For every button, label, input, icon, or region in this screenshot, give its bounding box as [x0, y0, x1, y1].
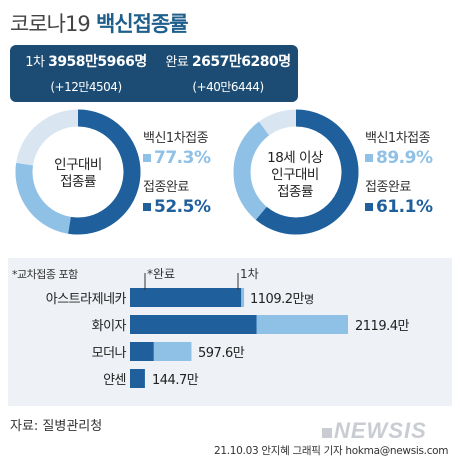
full-dose-swatch [143, 203, 151, 211]
summary-first-value: 3958만5966명 [48, 54, 147, 70]
bar-value-unit: 명 [303, 293, 314, 306]
title-prefix: 코로나19 [10, 12, 91, 36]
summary-first-dose: 1차 3958만5966명 (+12만4504) [16, 51, 156, 95]
first-dose-swatch [143, 154, 151, 162]
bar-value-pfizer: 2119.4만 [355, 319, 409, 334]
donut-adult-full-label: 접종완료 [365, 180, 411, 195]
first-dose-swatch [365, 154, 373, 162]
summary-box: 1차 3958만5966명 (+12만4504) 완료 2657만6280명 (… [10, 45, 298, 102]
donut-total-first-value: 77.3% [154, 148, 211, 168]
donut-adult-center-label: 18세 이상 인구대비 접종률 [255, 150, 335, 201]
source-text: 자료: 질병관리청 [10, 419, 103, 434]
summary-full-dose: 완료 2657만6280명 (+40만6444) [160, 51, 296, 95]
watermark-text: NEWSIS [334, 418, 427, 443]
cross-vaccination-note: *교차접종 포함 [12, 268, 78, 281]
donut-total-full-label: 접종완료 [143, 180, 189, 195]
donut-total-center-label: 인구대비 접종률 [38, 157, 118, 191]
donut-adult-center-line2: 인구대비 [271, 167, 319, 183]
legend-full-label: *완료 [147, 267, 176, 281]
title-main: 백신접종률 [96, 12, 189, 36]
bar-label-astrazeneca: 아스트라제네카 [45, 292, 127, 307]
donut-total-stats: 백신1차접종 77.3% 접종완료 52.5% [143, 127, 211, 217]
bar-label-janssen: 얀센 [103, 373, 126, 388]
full-dose-swatch [365, 203, 373, 211]
bar-label-moderna: 모더나 [91, 346, 127, 361]
page-title: 코로나19 백신접종률 [10, 8, 189, 38]
donut-adult-first-value: 89.9% [376, 148, 433, 168]
donut-total-full-value: 52.5% [154, 197, 211, 217]
donut-total-first-label: 백신1차접종 [143, 131, 209, 146]
summary-full-value: 2657만6280명 [191, 54, 291, 70]
summary-first-delta: (+12만4504) [50, 80, 122, 94]
bar-value-astrazeneca: 1109.2만명 [250, 288, 314, 307]
summary-full-label: 완료 [165, 55, 189, 70]
donut-adult-full-value: 61.1% [376, 197, 433, 217]
donut-total-center-line2: 접종률 [60, 174, 96, 190]
summary-first-label: 1차 [25, 55, 45, 70]
bar-label-pfizer: 화이자 [91, 319, 127, 334]
bar-value-janssen: 144.7만 [152, 373, 199, 388]
newsis-watermark: NEWSIS [322, 418, 427, 444]
bar-value-moderna: 597.6만 [198, 346, 245, 361]
watermark-square-icon [322, 428, 332, 438]
donut-adult-first-label: 백신1차접종 [365, 131, 431, 146]
summary-full-delta: (+40만6444) [192, 80, 264, 94]
donut-total-center-line1: 인구대비 [54, 157, 102, 173]
donut-adult-stats: 백신1차접종 89.9% 접종완료 61.1% [365, 127, 433, 217]
bar-value-astrazeneca-number: 1109.2만 [250, 292, 304, 307]
credit-line: 21.10.03 안지혜 그래픽 기자 hokma@newsis.com [214, 445, 449, 457]
donut-adult-center-line3: 접종률 [277, 184, 313, 200]
legend-first-label: 1차 [240, 267, 259, 281]
donut-adult-center-line1: 18세 이상 [267, 150, 323, 166]
